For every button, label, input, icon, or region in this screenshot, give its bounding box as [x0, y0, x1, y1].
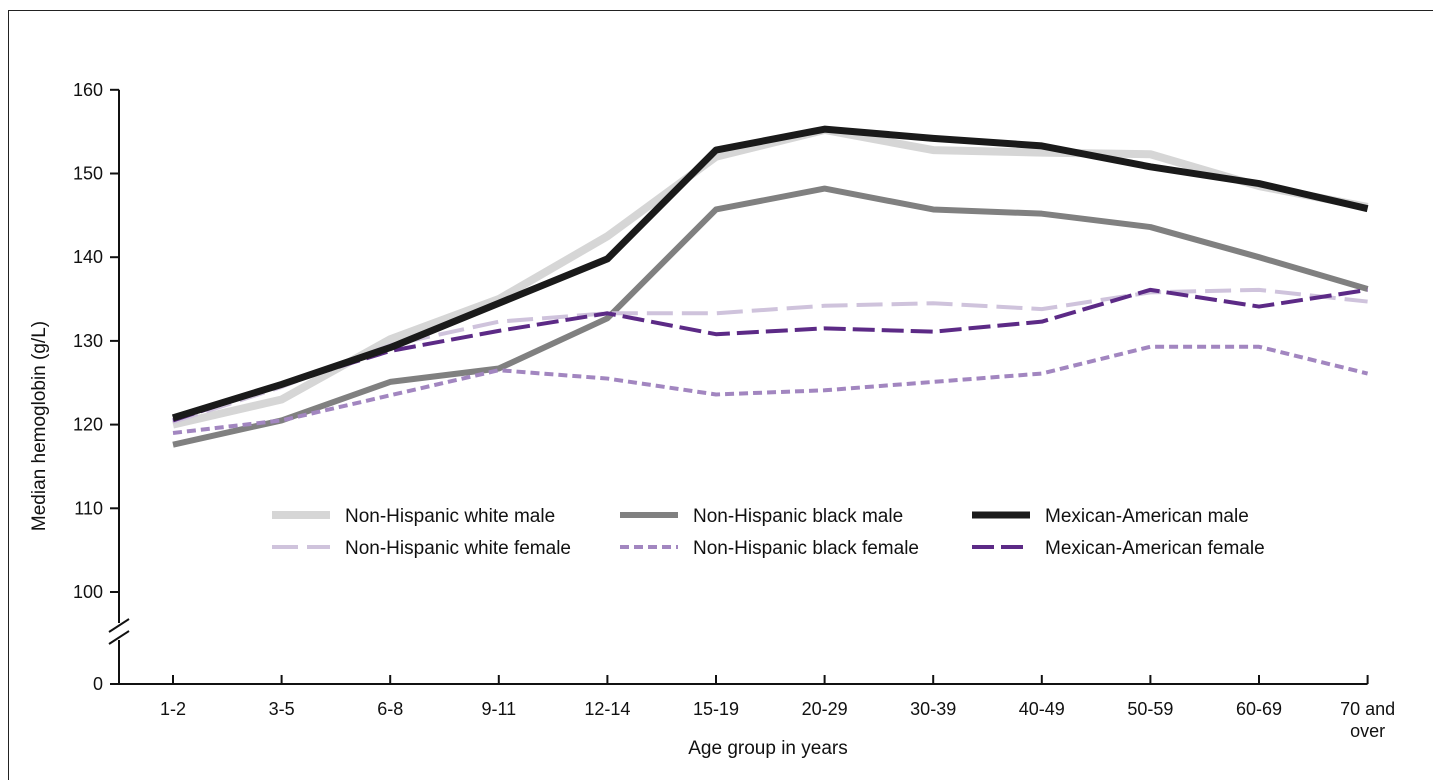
legend-label-mexican-american-female: Mexican-American female [1045, 538, 1265, 559]
axes: 0 100 110 120 130 140 150 160 1-2 3-5 6-8 9-11 12-14… [73, 80, 1395, 741]
series-layer [171, 125, 1369, 448]
chart-frame [8, 10, 1433, 780]
series-line-non-hispanic-black-male [172, 185, 1369, 448]
legend: Non-Hispanic white male Non-Hispanic blac… [272, 506, 1265, 559]
legend-label-non-hispanic-black-female: Non-Hispanic black female [693, 538, 919, 559]
y-tick-label: 110 [74, 498, 103, 518]
legend-label-non-hispanic-black-male: Non-Hispanic black male [693, 506, 903, 527]
x-tick-label: 1-2 [160, 699, 186, 719]
y-tick-label: 160 [73, 80, 103, 100]
y-axis-title: Median hemoglobin (g/L) [29, 321, 50, 531]
y-tick-label: 150 [73, 164, 103, 184]
series-line-mexican-american-male [171, 125, 1369, 422]
x-tick-label: 3-5 [269, 699, 295, 719]
x-tick-label: 60-69 [1236, 699, 1282, 719]
y-tick-label: 140 [73, 247, 103, 267]
x-tick-label: 40-49 [1019, 699, 1065, 719]
legend-label-mexican-american-male: Mexican-American male [1045, 506, 1249, 527]
y-tick-label: 130 [73, 331, 103, 351]
x-tick-label: 50-59 [1127, 699, 1173, 719]
x-tick-label: 12-14 [584, 699, 630, 719]
x-tick-label: 6-8 [377, 699, 403, 719]
legend-label-non-hispanic-white-male: Non-Hispanic white male [345, 506, 555, 527]
x-axis-title: Age group in years [688, 738, 848, 759]
series-line-non-hispanic-black-female [172, 344, 1369, 435]
x-tick-label: 30-39 [910, 699, 956, 719]
series-line-non-hispanic-white-male [172, 125, 1369, 429]
y-tick-label: 100 [73, 582, 103, 602]
x-tick-label: 15-19 [693, 699, 739, 719]
x-tick-label: 20-29 [802, 699, 848, 719]
y-tick-label: 120 [73, 415, 103, 435]
x-tick-label: 70 and over [1340, 699, 1395, 741]
axis-break-mark [108, 618, 130, 633]
axis-break-mark [108, 630, 130, 645]
legend-label-non-hispanic-white-female: Non-Hispanic white female [345, 538, 571, 559]
x-tick-label: 9-11 [481, 699, 516, 719]
y-tick-label: 0 [93, 674, 103, 694]
